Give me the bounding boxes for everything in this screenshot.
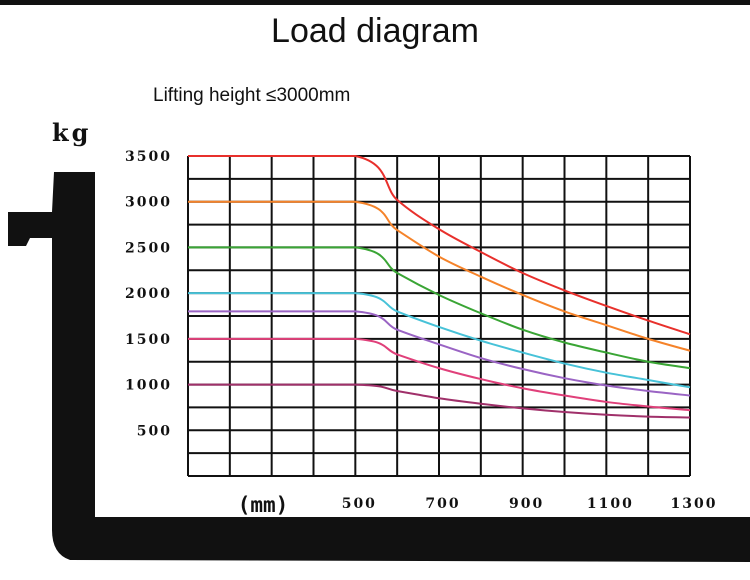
- series-line-7: [188, 383, 691, 419]
- grid: [187, 155, 691, 477]
- y-tick-labels: 500 1000 1500 2000 2500 3000 3500: [125, 149, 172, 439]
- y-tick-label: 2000: [125, 286, 172, 302]
- x-tick-label: 900: [509, 496, 544, 512]
- series-line-4: [188, 292, 691, 389]
- y-tick-label: 1000: [125, 378, 172, 394]
- series-line-2: [188, 200, 691, 352]
- x-tick-label: 700: [425, 496, 460, 512]
- y-tick-label: 500: [137, 423, 172, 439]
- series-line-3: [188, 246, 691, 370]
- y-tick-label: 3500: [125, 149, 172, 165]
- chart-subtitle: Lifting height ≤3000mm: [153, 85, 351, 106]
- top-rule: [0, 0, 750, 5]
- series-line-5: [188, 310, 691, 397]
- x-axis-unit-label: (mm): [238, 493, 289, 517]
- series-lines: [188, 155, 691, 419]
- y-tick-label: 3000: [125, 195, 172, 211]
- y-tick-label: 2500: [125, 240, 172, 256]
- y-tick-label: 1500: [125, 332, 172, 348]
- y-axis-unit-label: kg: [52, 118, 92, 147]
- x-tick-label: 1100: [587, 496, 634, 512]
- forklift-fork-icon: [8, 172, 750, 562]
- series-line-1: [188, 155, 691, 336]
- x-tick-label: 1300: [671, 496, 718, 512]
- x-tick-labels: 500 700 900 1100 1300: [342, 496, 718, 512]
- chart-title: Load diagram: [271, 12, 479, 50]
- x-tick-label: 500: [342, 496, 377, 512]
- series-line-6: [188, 337, 691, 412]
